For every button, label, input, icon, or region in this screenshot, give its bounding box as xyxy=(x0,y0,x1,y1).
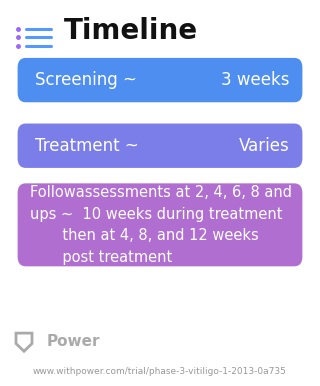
Text: Power: Power xyxy=(46,334,100,349)
Text: Timeline: Timeline xyxy=(64,17,198,45)
Text: Varies: Varies xyxy=(239,137,290,155)
FancyBboxPatch shape xyxy=(18,183,302,266)
Text: Treatment ~: Treatment ~ xyxy=(35,137,139,155)
Text: www.withpower.com/trial/phase-3-vitiligo-1-2013-0a735: www.withpower.com/trial/phase-3-vitiligo… xyxy=(33,367,287,376)
Text: Followassessments at 2, 4, 6, 8 and
ups ~  10 weeks during treatment
       then: Followassessments at 2, 4, 6, 8 and ups … xyxy=(30,185,292,265)
Text: 3 weeks: 3 weeks xyxy=(221,71,290,89)
Text: Screening ~: Screening ~ xyxy=(35,71,137,89)
FancyBboxPatch shape xyxy=(18,58,302,102)
FancyBboxPatch shape xyxy=(18,124,302,168)
